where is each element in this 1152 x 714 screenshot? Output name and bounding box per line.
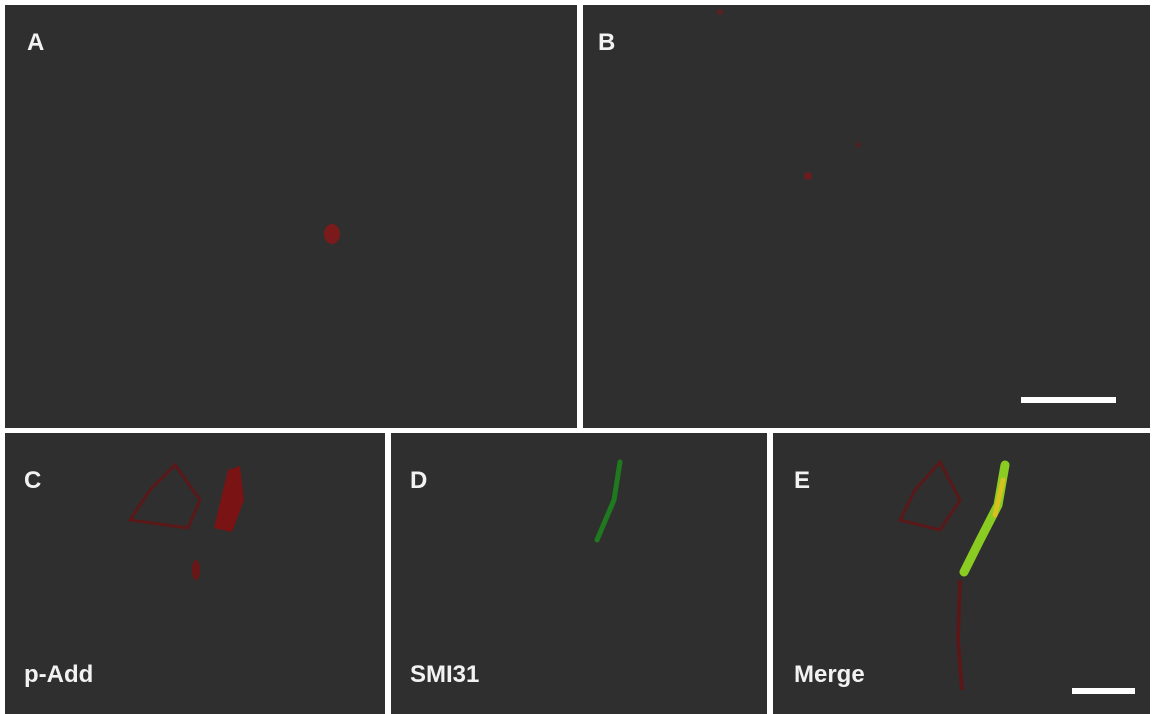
panel-label: C [24,467,41,494]
panel-label: D [410,467,427,494]
panel [583,5,1150,428]
panel-caption: SMI31 [410,661,479,688]
panel-label: E [794,467,810,494]
panel-label: B [598,29,615,56]
signal [324,224,340,244]
panel-label: A [27,29,44,56]
signal [192,560,200,580]
figure: A B C p-Add D SMI31 E Merge [0,0,1152,714]
scale-bar [1072,688,1135,694]
panel [5,5,577,428]
scale-bar [1021,397,1116,403]
signal [804,172,812,180]
panel-caption: Merge [794,661,865,688]
panel-caption: p-Add [24,661,93,688]
signal [717,9,723,15]
signal [855,142,861,148]
